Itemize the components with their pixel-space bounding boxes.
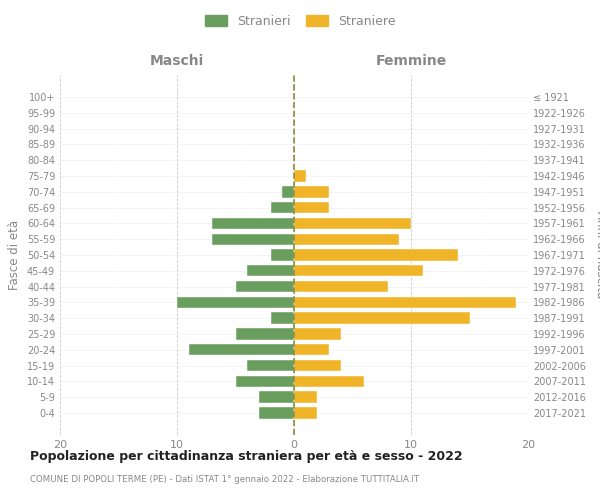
Bar [294, 250, 458, 260]
Y-axis label: Fasce di età: Fasce di età [8, 220, 21, 290]
Bar [235, 281, 294, 292]
Text: Maschi: Maschi [150, 54, 204, 68]
Bar [271, 202, 294, 213]
Bar [235, 328, 294, 340]
Bar [294, 234, 400, 245]
Bar [294, 186, 329, 198]
Bar [294, 265, 423, 276]
Bar [271, 250, 294, 260]
Bar [294, 281, 388, 292]
Bar [294, 360, 341, 372]
Bar [212, 234, 294, 245]
Bar [283, 186, 294, 198]
Bar [247, 265, 294, 276]
Text: COMUNE DI POPOLI TERME (PE) - Dati ISTAT 1° gennaio 2022 - Elaborazione TUTTITAL: COMUNE DI POPOLI TERME (PE) - Dati ISTAT… [30, 475, 419, 484]
Bar [294, 170, 306, 181]
Bar [212, 218, 294, 229]
Bar [294, 392, 317, 403]
Bar [294, 328, 341, 340]
Bar [294, 376, 364, 387]
Text: Femmine: Femmine [376, 54, 446, 68]
Bar [294, 312, 470, 324]
Text: Popolazione per cittadinanza straniera per età e sesso - 2022: Popolazione per cittadinanza straniera p… [30, 450, 463, 463]
Legend: Stranieri, Straniere: Stranieri, Straniere [201, 11, 399, 32]
Bar [271, 312, 294, 324]
Bar [177, 296, 294, 308]
Bar [294, 296, 516, 308]
Bar [259, 392, 294, 403]
Y-axis label: Anni di nascita: Anni di nascita [594, 212, 600, 298]
Bar [294, 344, 329, 356]
Bar [259, 408, 294, 418]
Bar [247, 360, 294, 372]
Bar [235, 376, 294, 387]
Bar [188, 344, 294, 356]
Bar [294, 218, 411, 229]
Bar [294, 202, 329, 213]
Bar [294, 408, 317, 418]
